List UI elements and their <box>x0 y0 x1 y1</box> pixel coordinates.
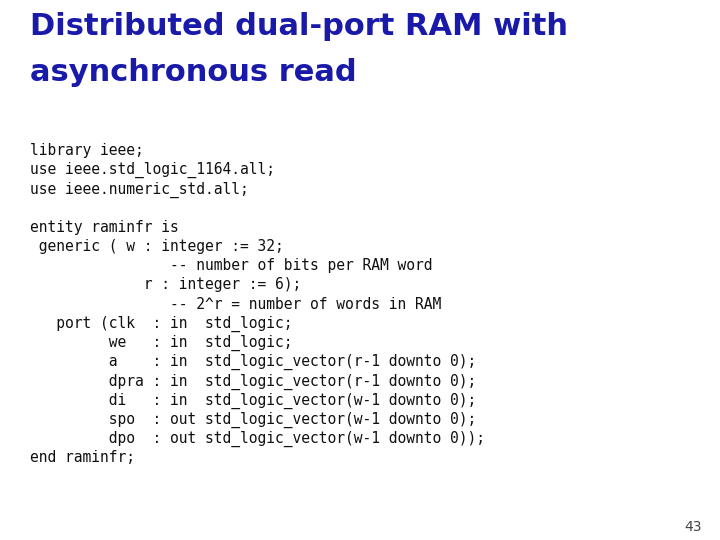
Text: we   : in  std_logic;: we : in std_logic; <box>30 335 292 351</box>
Text: library ieee;: library ieee; <box>30 143 144 158</box>
Text: dpra : in  std_logic_vector(r-1 downto 0);: dpra : in std_logic_vector(r-1 downto 0)… <box>30 373 476 389</box>
Text: entity raminfr is: entity raminfr is <box>30 220 179 235</box>
Text: end raminfr;: end raminfr; <box>30 450 135 465</box>
Text: r : integer := 6);: r : integer := 6); <box>30 278 301 292</box>
Text: use ieee.numeric_std.all;: use ieee.numeric_std.all; <box>30 181 248 198</box>
Text: di   : in  std_logic_vector(w-1 downto 0);: di : in std_logic_vector(w-1 downto 0); <box>30 393 476 409</box>
Text: -- 2^r = number of words in RAM: -- 2^r = number of words in RAM <box>30 296 441 312</box>
Text: a    : in  std_logic_vector(r-1 downto 0);: a : in std_logic_vector(r-1 downto 0); <box>30 354 476 370</box>
Text: generic ( w : integer := 32;: generic ( w : integer := 32; <box>30 239 284 254</box>
Text: spo  : out std_logic_vector(w-1 downto 0);: spo : out std_logic_vector(w-1 downto 0)… <box>30 412 476 428</box>
Text: port (clk  : in  std_logic;: port (clk : in std_logic; <box>30 316 292 332</box>
Text: dpo  : out std_logic_vector(w-1 downto 0));: dpo : out std_logic_vector(w-1 downto 0)… <box>30 431 485 447</box>
Text: 43: 43 <box>685 520 702 534</box>
Text: asynchronous read: asynchronous read <box>30 58 356 87</box>
Text: use ieee.std_logic_1164.all;: use ieee.std_logic_1164.all; <box>30 162 275 178</box>
Text: Distributed dual-port RAM with: Distributed dual-port RAM with <box>30 12 568 41</box>
Text: -- number of bits per RAM word: -- number of bits per RAM word <box>30 258 433 273</box>
